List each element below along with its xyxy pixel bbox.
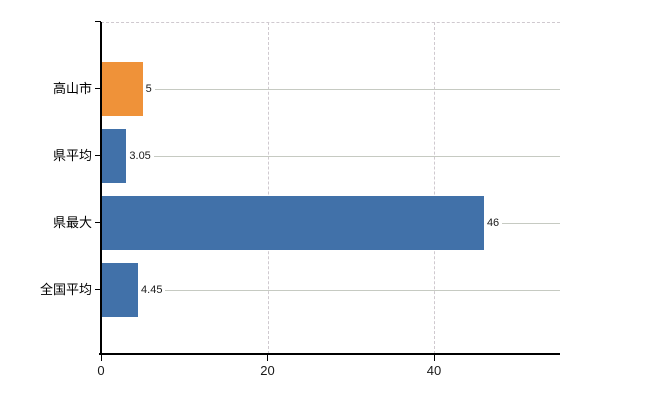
gridline [434,22,435,354]
x-axis [99,353,560,355]
bar-row: 4.45 [101,263,560,317]
x-tick [100,355,102,361]
x-tick-label: 40 [426,363,442,378]
value-label: 5 [145,82,152,95]
row-leader-line [165,289,560,291]
y-tick [95,88,101,89]
x-tick-label: 20 [260,363,275,378]
bar-row: 5 [101,62,560,116]
value-label: 46 [486,216,500,229]
x-tick [267,355,268,361]
y-tick [95,222,101,223]
row-leader-line [153,155,560,157]
bar [101,62,143,116]
value-label: 3.05 [129,149,151,162]
top-gridline [101,22,560,23]
category-label: 県最大 [52,215,92,230]
category-label: 高山市 [52,81,92,96]
bar [101,263,139,317]
bar-row: 3.05 [101,129,560,183]
bar [101,129,127,183]
y-tick [95,21,101,22]
category-label: 県平均 [52,148,92,163]
category-label: 全国平均 [39,282,92,297]
bar [101,196,484,250]
row-leader-line [502,222,560,224]
y-tick [95,289,101,290]
x-tick-label: 0 [97,363,105,378]
gridline [267,22,269,354]
x-tick [433,355,435,361]
y-tick [95,155,101,156]
row-leader-line [154,88,560,90]
value-label: 4.45 [141,283,163,296]
bar-row: 46 [101,196,560,250]
y-axis [100,22,102,354]
